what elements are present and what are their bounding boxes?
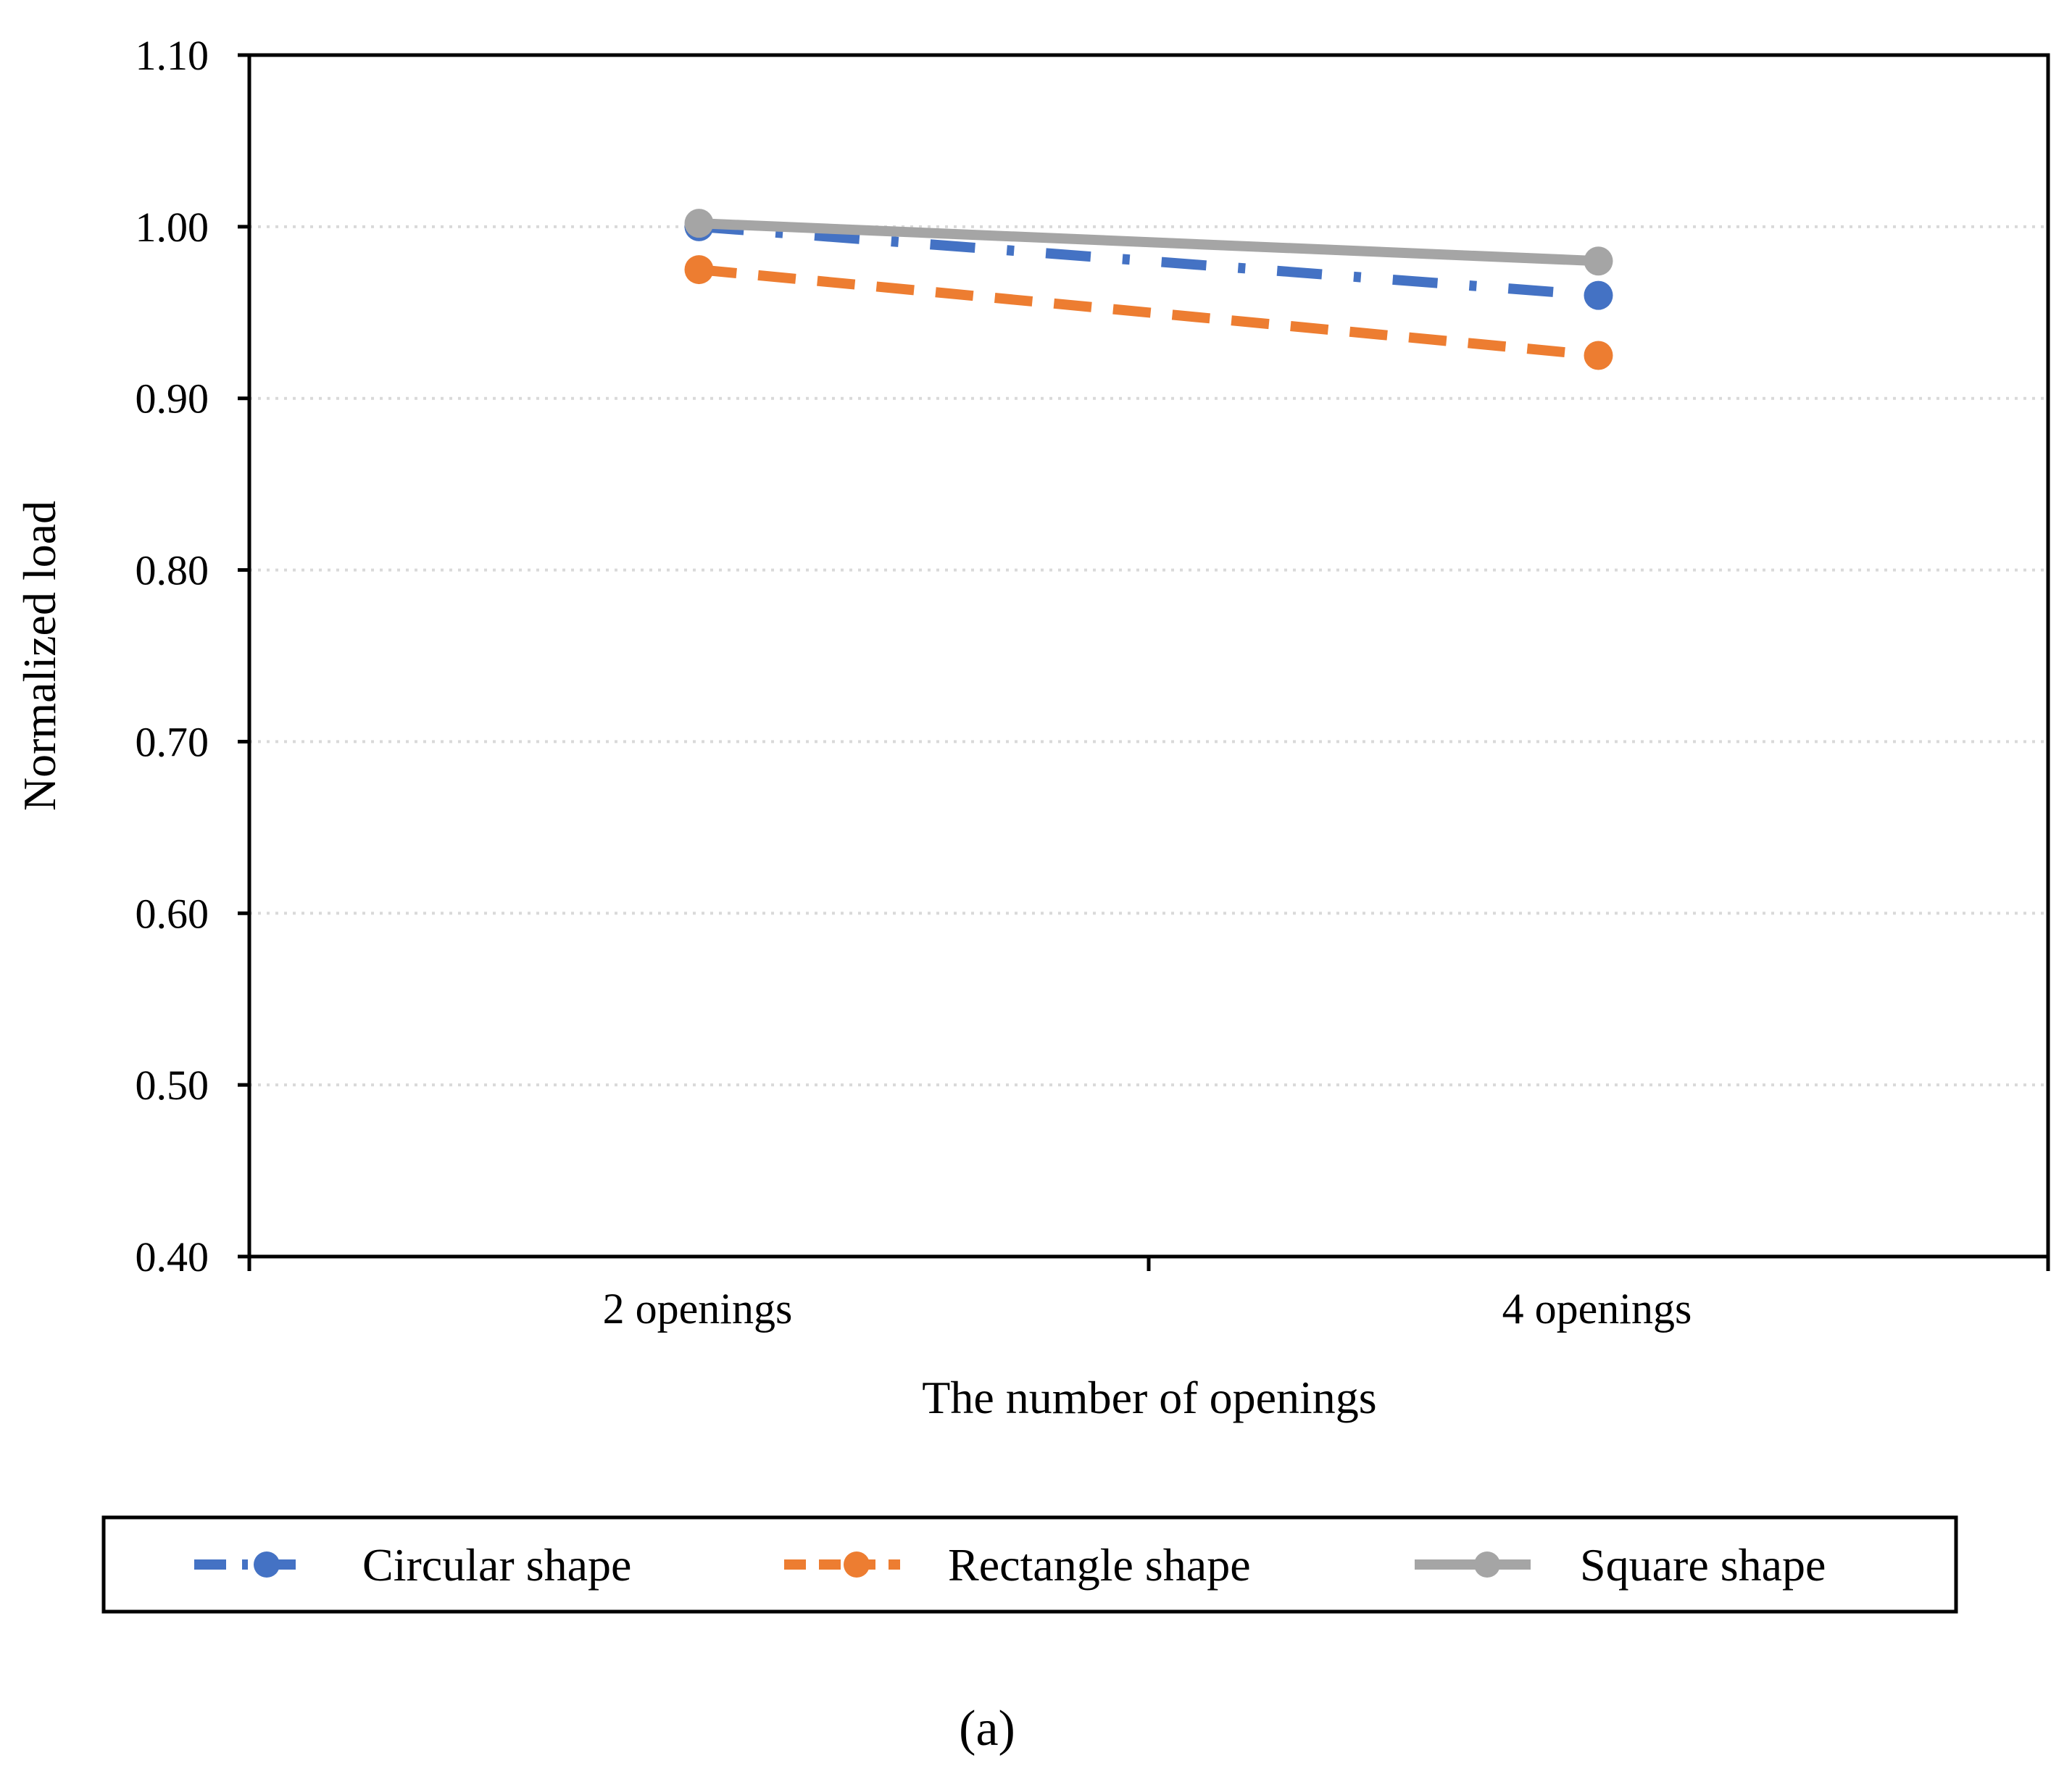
series-line bbox=[698, 264, 1599, 361]
legend: Circular shape Rectangle shape Square shap… bbox=[101, 1515, 1958, 1614]
y-tick-label: 0.90 bbox=[136, 375, 209, 422]
legend-item: Circular shape bbox=[194, 1539, 631, 1591]
legend-swatch-marker bbox=[1474, 1551, 1500, 1578]
y-tick-label: 1.00 bbox=[136, 204, 209, 251]
data-point bbox=[1584, 280, 1613, 310]
y-tick-label: 0.40 bbox=[136, 1233, 209, 1280]
legend-swatch-marker bbox=[844, 1551, 870, 1578]
gridlines bbox=[249, 54, 2048, 1087]
legend-item: Rectangle shape bbox=[784, 1539, 1251, 1591]
y-tick-label: 1.10 bbox=[136, 32, 209, 79]
y-tick-labels: 0.40 0.50 0.60 0.70 0.80 0.90 1.00 1.10 bbox=[136, 32, 209, 1280]
legend-item: Square shape bbox=[1415, 1539, 1826, 1591]
data-point bbox=[1584, 341, 1613, 370]
x-tick-label: 2 openings bbox=[603, 1285, 793, 1333]
figure-caption: (a) bbox=[959, 1701, 1015, 1757]
y-tick-label: 0.70 bbox=[136, 718, 209, 765]
data-point bbox=[684, 255, 714, 285]
legend-swatch-marker bbox=[254, 1551, 280, 1578]
series-line bbox=[699, 218, 1599, 267]
y-tick-label: 0.60 bbox=[136, 890, 209, 937]
plot-frame bbox=[247, 53, 2050, 1259]
legend-label: Rectangle shape bbox=[948, 1539, 1251, 1591]
y-axis-label: Normalized load bbox=[14, 501, 65, 811]
legend-box bbox=[101, 1515, 1958, 1614]
series-square-shape bbox=[684, 209, 1613, 276]
series-line bbox=[698, 221, 1599, 301]
y-tick-label: 0.80 bbox=[136, 547, 209, 594]
axes bbox=[238, 53, 2050, 1271]
data-point bbox=[684, 209, 714, 238]
x-tick-labels: 2 openings 4 openings bbox=[603, 1285, 1692, 1333]
x-tick-label: 4 openings bbox=[1502, 1285, 1692, 1333]
series-lines bbox=[684, 209, 1613, 370]
x-axis-label: The number of openings bbox=[922, 1372, 1376, 1423]
y-tick-label: 0.50 bbox=[136, 1062, 209, 1109]
series-rectangle-shape bbox=[684, 255, 1613, 370]
data-point bbox=[1584, 246, 1613, 276]
legend-label: Square shape bbox=[1580, 1539, 1826, 1591]
legend-label: Circular shape bbox=[362, 1539, 631, 1591]
